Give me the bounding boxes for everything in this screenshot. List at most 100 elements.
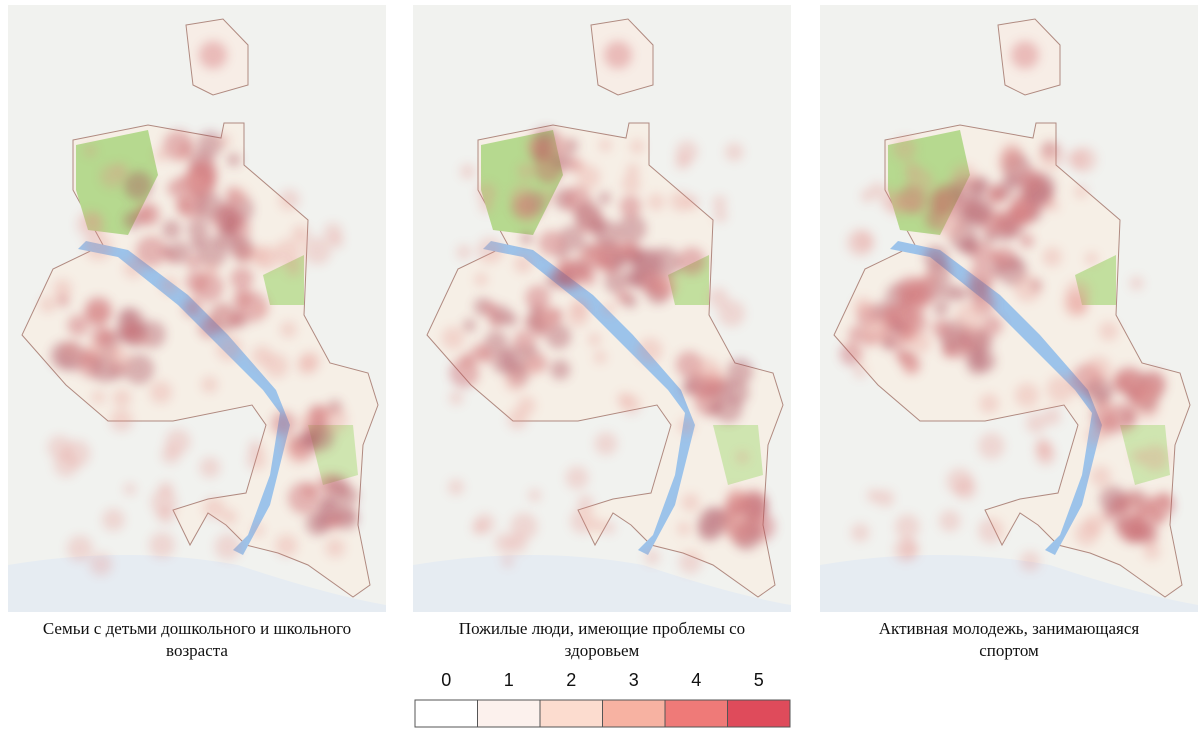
lake (413, 555, 791, 612)
heat-spot (708, 287, 729, 308)
legend-label: 1 (504, 670, 514, 690)
legend: 0 1 2 3 4 5 (414, 670, 791, 728)
heat-spot (185, 270, 208, 293)
heat-spot (471, 343, 489, 362)
heat-spot (161, 219, 182, 240)
heat-spot (526, 137, 542, 153)
heat-spot (938, 213, 965, 239)
heat-spot (619, 195, 642, 218)
heat-spot (123, 258, 144, 279)
heat-spot (1067, 149, 1088, 170)
heat-spot (626, 163, 640, 177)
heat-spot (1149, 493, 1175, 519)
heat-spot (602, 521, 616, 535)
heat-spot (894, 348, 908, 362)
heat-spot (76, 210, 105, 239)
heat-spot (593, 350, 607, 364)
heat-spot (102, 508, 125, 532)
heat-spot (187, 219, 209, 241)
heat-spot (320, 405, 348, 433)
heat-spot (507, 534, 528, 554)
heat-spot (697, 507, 729, 539)
heat-spot (448, 390, 464, 406)
heat-spot (587, 332, 602, 347)
lake (820, 555, 1198, 612)
heat-spot (510, 512, 538, 541)
heat-spot (1133, 393, 1160, 420)
heat-spot (251, 523, 265, 537)
heat-spot (576, 249, 591, 264)
legend-label: 5 (754, 670, 764, 690)
heat-spot (520, 232, 533, 245)
heat-spot (931, 318, 951, 338)
heat-spot (1126, 372, 1143, 388)
heat-spot (848, 325, 866, 343)
heat-spot (122, 324, 139, 341)
heat-spot (604, 41, 632, 69)
heat-spot (545, 272, 562, 289)
heat-spot (39, 296, 57, 313)
heat-spot (1074, 184, 1089, 199)
heat-spot (1042, 407, 1062, 426)
heat-spot (705, 367, 726, 387)
heat-spot (1095, 397, 1112, 414)
heat-spot (676, 521, 691, 536)
map-panel (413, 5, 791, 612)
heat-spot (558, 225, 585, 252)
heat-spot (576, 164, 601, 190)
heat-spot (576, 264, 591, 279)
heat-spot (1126, 492, 1142, 508)
heat-spot (973, 350, 997, 373)
heat-spot (278, 189, 300, 211)
heat-spot (950, 163, 978, 191)
heat-spot (850, 523, 870, 542)
heat-spot (334, 506, 359, 530)
heat-spot (617, 214, 647, 244)
heat-spot (513, 254, 533, 274)
map-panel (8, 5, 386, 612)
heat-spot (718, 299, 746, 327)
heat-spot (623, 294, 638, 309)
heat-spot (946, 467, 974, 495)
heat-spot (246, 450, 267, 470)
heat-spot (212, 302, 233, 324)
heat-spot (726, 358, 754, 385)
heat-spot (577, 494, 594, 512)
heat-spot (203, 497, 226, 520)
heat-spot (517, 396, 536, 416)
heat-spot (982, 315, 1003, 336)
caption: спортом (979, 641, 1039, 660)
heat-spot (969, 330, 993, 354)
heat-spot (123, 171, 153, 200)
heat-spot (846, 228, 875, 257)
heat-spot (136, 206, 153, 223)
heat-spot (89, 552, 113, 576)
river (890, 241, 1102, 555)
heat-spot (149, 532, 175, 559)
heat-spot (161, 445, 181, 465)
heat-spot (876, 489, 895, 508)
heat-spot (598, 138, 612, 152)
legend-label: 0 (441, 670, 451, 690)
heat-spot (550, 308, 564, 322)
caption: Пожилые люди, имеющие проблемы со (459, 619, 745, 638)
caption: возраста (166, 641, 228, 660)
heat-spot (274, 239, 301, 265)
heat-spot (538, 189, 553, 204)
heat-spot (459, 163, 476, 180)
heat-spot (325, 537, 345, 558)
heat-spot (1098, 321, 1119, 341)
heat-spot (839, 342, 863, 366)
heat-spot (281, 434, 303, 455)
heat-spot (1018, 168, 1043, 193)
heat-spot (1083, 513, 1106, 535)
heat-spot (928, 189, 954, 215)
heat-spot (484, 330, 508, 355)
heat-spot (657, 273, 679, 295)
heat-spot (997, 149, 1022, 175)
heat-spot (938, 510, 961, 532)
heat-spot (67, 535, 93, 562)
captions: Семьи с детьми дошкольного и школьного во… (43, 619, 1140, 660)
heat-spot (112, 388, 132, 408)
heat-spot (677, 417, 695, 435)
